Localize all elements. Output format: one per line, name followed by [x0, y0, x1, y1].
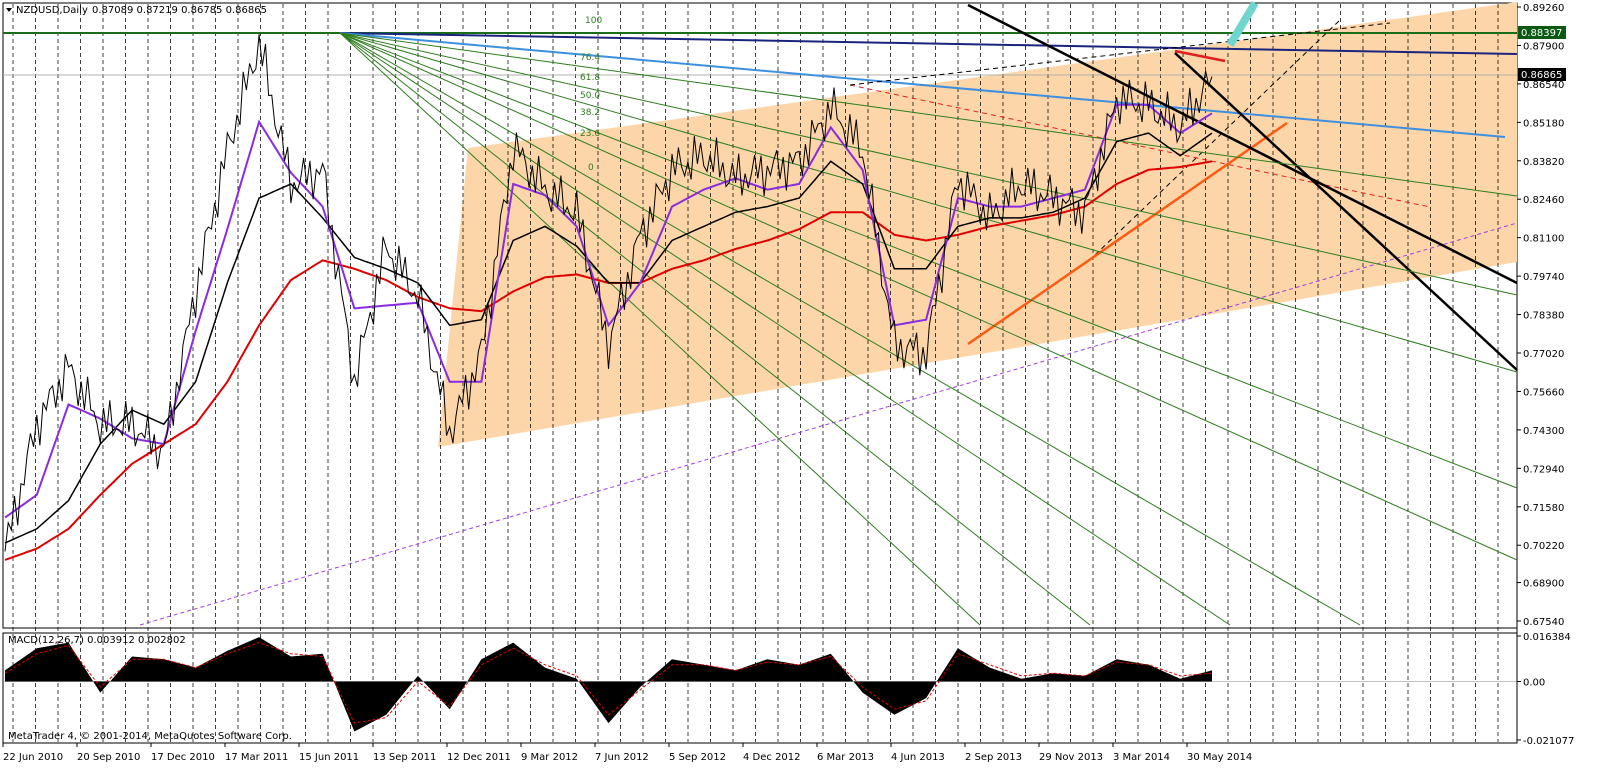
- price-tick-label: 0.72940: [1523, 464, 1564, 475]
- macd-indicator-label: MACD(12,26,7) 0.003912 0.002802: [8, 635, 186, 646]
- black-dashed-line-1[interactable]: [849, 22, 1391, 86]
- navy-trend-line[interactable]: [339, 32, 1518, 55]
- symbol-label: NZDUSD,Daily: [16, 5, 88, 16]
- fan-ray: [339, 32, 1231, 626]
- price-tick-label: 0.75660: [1523, 387, 1564, 398]
- price-tick-label: 0.83820: [1523, 157, 1564, 168]
- vertical-grid: [12, 4, 1499, 742]
- black-channel-line-upper[interactable]: [967, 3, 1518, 285]
- macd-signal-line: [4, 642, 1213, 724]
- copyright-text: MetaTrader 4, © 2001-2014, MetaQuotes So…: [8, 731, 292, 742]
- red-small-line[interactable]: [1174, 49, 1226, 63]
- fib-label-0: 0: [588, 163, 594, 173]
- time-tick-label: 6 Mar 2013: [817, 752, 874, 763]
- time-tick-label: 29 Nov 2013: [1039, 752, 1103, 763]
- fib-label-76-4: 76.4: [580, 53, 600, 63]
- price-line: [4, 34, 1213, 552]
- fan-ray: [339, 32, 1518, 296]
- price-tick-label: 0.71580: [1523, 503, 1564, 514]
- ohlc-values: 0.87089 0.87219 0.86785 0.86865: [92, 5, 267, 16]
- fib-label-100: 100: [585, 16, 602, 26]
- fan-ray: [339, 32, 1361, 626]
- time-tick-label: 22 Jun 2010: [3, 752, 63, 763]
- fan-ray: [339, 32, 981, 626]
- level-price-tag: 0.88397: [1518, 26, 1566, 39]
- price-tick-label: 0.67540: [1523, 617, 1564, 628]
- time-axis: 22 Jun 2010 20 Sep 2010 17 Dec 2010 17 Mar …: [2, 743, 1252, 763]
- fan-ray: [339, 32, 1518, 197]
- price-tick-label: 0.77020: [1523, 349, 1564, 360]
- macd-histogram: [5, 637, 1212, 732]
- macd-layer: [3, 637, 1517, 732]
- dashed-purple-line[interactable]: [139, 222, 1518, 626]
- price-tick-label: 0.78380: [1523, 311, 1564, 322]
- macd-tick-label: 0.00: [1523, 677, 1545, 688]
- triangle-down-icon[interactable]: [6, 8, 12, 12]
- fib-label-61-8: 61.8: [580, 73, 600, 83]
- time-tick-label: 15 Jun 2011: [299, 752, 359, 763]
- orange-support-line[interactable]: [967, 121, 1288, 346]
- time-tick-label: 3 Mar 2014: [1113, 752, 1170, 763]
- price-tick-label: 0.70220: [1523, 541, 1564, 552]
- time-tick-label: 12 Dec 2011: [447, 752, 511, 763]
- fan-ray: [339, 32, 1518, 489]
- price-tick-label: 0.68900: [1523, 579, 1564, 590]
- time-tick-label: 13 Sep 2011: [373, 752, 436, 763]
- fib-label-50-0: 50.0: [580, 91, 600, 101]
- fan-ray: [339, 32, 1091, 626]
- time-tick-label: 20 Sep 2010: [77, 752, 140, 763]
- price-tick-label: 0.85180: [1523, 118, 1564, 129]
- macd-plot-frame: [2, 632, 1518, 744]
- price-tick-label: 0.86540: [1523, 80, 1564, 91]
- price-axis: 0.89260 0.87900 0.86540 0.85180 0.83820 0.824…: [1517, 3, 1564, 628]
- chart-header: NZDUSD,Daily 0.87089 0.87219 0.86785 0.8…: [6, 5, 267, 16]
- current-price-tag: 0.86865: [1518, 68, 1566, 81]
- time-tick-label: 17 Mar 2011: [225, 752, 288, 763]
- fibonacci-fan: [339, 32, 1518, 626]
- price-tick-label: 0.81100: [1523, 234, 1564, 245]
- price-tick-label: 0.87900: [1523, 41, 1564, 52]
- macd-axis: 0.016384 0.00 -0.021077: [1517, 632, 1574, 747]
- price-tick-label: 0.89260: [1523, 3, 1564, 14]
- time-tick-label: 30 May 2014: [1187, 752, 1252, 763]
- fan-ray: [339, 32, 1518, 561]
- fib-level-labels: 100 76.4 61.8 50.0 38.2 23.6 0: [580, 16, 602, 173]
- black-dashed-line-2[interactable]: [1094, 19, 1341, 256]
- purple-moving-average: [4, 103, 1213, 519]
- fib-label-38-2: 38.2: [580, 108, 600, 118]
- analysis-drawings: [3, 0, 1518, 626]
- macd-tick-label: 0.016384: [1523, 632, 1571, 643]
- black-channel-line-lower[interactable]: [1174, 52, 1518, 371]
- time-tick-label: 2 Sep 2013: [965, 752, 1022, 763]
- fan-ray: [339, 32, 1518, 373]
- time-tick-label: 4 Dec 2012: [743, 752, 801, 763]
- level-price-label: 0.88397: [1521, 28, 1562, 39]
- time-tick-label: 9 Mar 2012: [521, 752, 578, 763]
- black-moving-average: [4, 132, 1213, 544]
- series-layer: [4, 34, 1213, 561]
- fib-label-23-6: 23.6: [580, 129, 600, 139]
- time-tick-label: 7 Jun 2012: [595, 752, 649, 763]
- time-tick-label: 4 Jun 2013: [891, 752, 945, 763]
- blue-trend-line[interactable]: [339, 32, 1506, 138]
- price-tick-label: 0.79740: [1523, 272, 1564, 283]
- time-tick-label: 17 Dec 2010: [151, 752, 215, 763]
- macd-tick-label: -0.021077: [1523, 736, 1574, 747]
- time-tick-label: 5 Sep 2012: [669, 752, 726, 763]
- teal-projection-arrow[interactable]: [1226, 0, 1259, 48]
- current-price-label: 0.86865: [1521, 70, 1562, 81]
- price-tick-label: 0.74300: [1523, 426, 1564, 437]
- price-tick-label: 0.82460: [1523, 195, 1564, 206]
